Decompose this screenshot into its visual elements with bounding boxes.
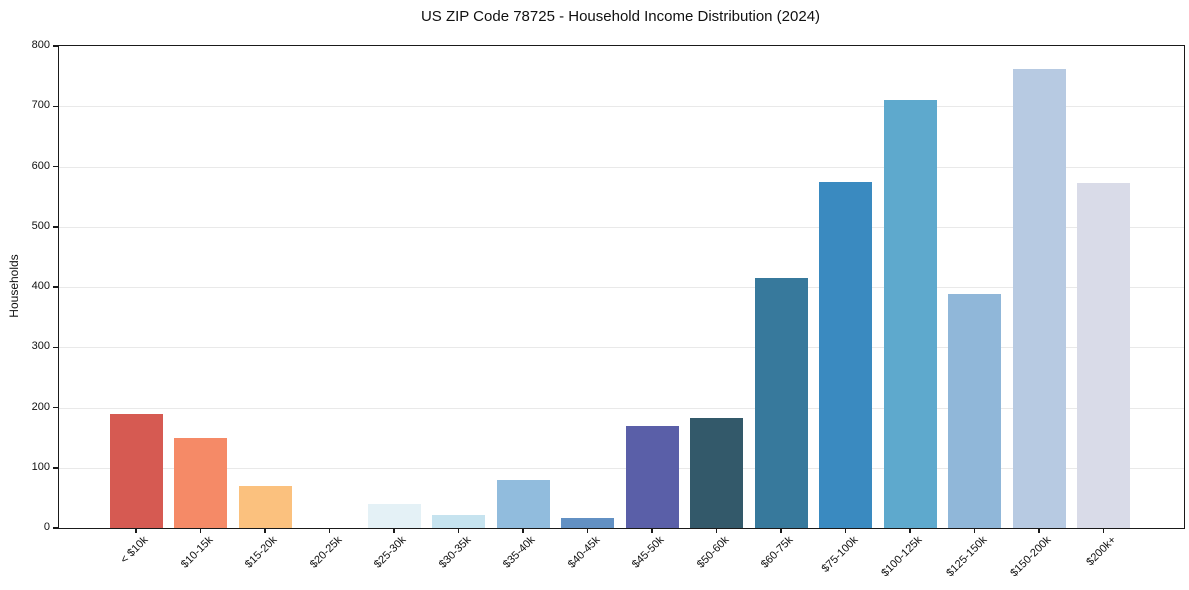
x-tick-11 xyxy=(844,528,847,533)
plot-area xyxy=(52,45,1185,533)
bar-45-50k xyxy=(625,425,679,528)
gridline-700 xyxy=(59,106,1184,108)
y-tick-300 xyxy=(52,346,58,348)
y-tick-label: 400 xyxy=(31,280,50,292)
bar-25-30k xyxy=(367,503,421,528)
y-tick-label: 300 xyxy=(31,340,50,353)
bar-75-100k xyxy=(819,181,872,528)
y-tick-0 xyxy=(52,527,58,529)
y-tick-label: 800 xyxy=(31,39,50,51)
chart-title: US ZIP Code 78725 - Household Income Dis… xyxy=(420,8,821,25)
x-tick-8 xyxy=(651,528,653,533)
x-tick-9 xyxy=(715,528,718,533)
x-tick-13 xyxy=(973,528,976,533)
y-tick-label: 500 xyxy=(31,219,50,232)
y-tick-700 xyxy=(52,105,58,107)
x-tick-label: < $10k xyxy=(118,534,151,567)
bar-30-35k xyxy=(432,514,485,528)
y-tick-200 xyxy=(52,406,58,409)
y-tick-400 xyxy=(52,286,58,288)
bar-50-60k xyxy=(690,418,743,528)
bar-10k xyxy=(109,413,163,528)
y-tick-800 xyxy=(52,45,58,47)
gridline-400 xyxy=(59,287,1184,288)
y-tick-100 xyxy=(52,467,58,469)
y-tick-label: 600 xyxy=(31,159,50,172)
bar-125-150k xyxy=(948,294,1001,528)
x-tick-4 xyxy=(393,528,395,533)
x-tick-5 xyxy=(457,528,460,533)
bar-10-15k xyxy=(174,437,227,528)
x-tick-3 xyxy=(328,528,331,533)
x-tick-7 xyxy=(586,528,589,533)
bar-35-40k xyxy=(496,480,550,528)
bar-100-125k xyxy=(883,100,937,528)
y-tick-label: 700 xyxy=(31,99,50,112)
bar-200k xyxy=(1077,183,1130,528)
bar-40-45k xyxy=(561,517,614,528)
bar-15-20k xyxy=(238,485,292,528)
gridline-100 xyxy=(59,467,1184,469)
gridline-500 xyxy=(59,226,1184,228)
x-tick-2 xyxy=(264,528,266,533)
y-tick-label: 100 xyxy=(31,460,50,473)
bar-60-75k xyxy=(754,277,808,528)
gridline-300 xyxy=(59,347,1184,349)
x-tick-15 xyxy=(1102,528,1105,533)
y-tick-label: 200 xyxy=(31,400,50,413)
y-tick-500 xyxy=(52,226,58,228)
bar-150-200k xyxy=(1012,68,1066,528)
gridline-600 xyxy=(59,166,1184,168)
x-tick-10 xyxy=(780,528,782,533)
y-tick-600 xyxy=(52,165,58,168)
x-tick-14 xyxy=(1038,528,1040,533)
x-tick-12 xyxy=(909,528,911,533)
gridline-200 xyxy=(59,407,1184,409)
y-tick-label: 0 xyxy=(43,521,50,533)
x-tick-1 xyxy=(199,528,202,533)
x-tick-6 xyxy=(522,528,524,533)
x-tick-0 xyxy=(135,528,137,533)
